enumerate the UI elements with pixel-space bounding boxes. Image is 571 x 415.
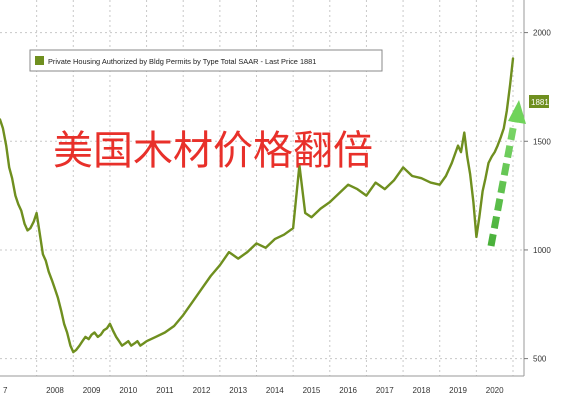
y-tick-label: 500: [533, 355, 547, 364]
y-axis-ticks: 500 1000 1500 2000: [524, 29, 551, 364]
last-price-badge-label: 1881: [531, 98, 549, 107]
trend-arrow: [487, 100, 526, 247]
legend-swatch: [35, 56, 44, 65]
x-tick-label: 2020: [486, 386, 504, 395]
trend-arrow-shaft: [487, 117, 519, 247]
x-tick-label: 2017: [376, 386, 394, 395]
x-axis-ticks: 7 2008 2009 2010 2011 2012 2013 2014 2015 2016 201…: [3, 386, 504, 395]
legend-label: Private Housing Authorized by Bldg Permi…: [48, 57, 316, 66]
x-tick-label: 2016: [339, 386, 357, 395]
x-tick-label: 2014: [266, 386, 284, 395]
x-tick-label: 7: [3, 386, 8, 395]
y-tick-label: 1500: [533, 137, 551, 146]
series-line: [0, 57, 515, 354]
x-tick-label: 2008: [46, 386, 64, 395]
legend: Private Housing Authorized by Bldg Permi…: [29, 49, 383, 72]
y-tick-label: 1000: [533, 246, 551, 255]
y-tick-label: 2000: [533, 29, 551, 38]
x-tick-label: 2019: [449, 386, 467, 395]
last-price-badge-bg: [529, 95, 549, 108]
grid-lines: [0, 0, 524, 376]
x-tick-label: 2012: [193, 386, 211, 395]
x-tick-label: 2011: [156, 386, 174, 395]
overlay-title: 美国木材价格翻倍: [53, 129, 373, 173]
trend-arrow-head: [508, 100, 526, 124]
x-tick-label: 2010: [119, 386, 137, 395]
x-tick-label: 2009: [83, 386, 101, 395]
x-tick-label: 2015: [303, 386, 321, 395]
x-tick-label: 2018: [413, 386, 431, 395]
x-tick-label: 2013: [229, 386, 247, 395]
last-price-badge: 1881: [529, 95, 549, 108]
legend-box: [29, 49, 383, 72]
